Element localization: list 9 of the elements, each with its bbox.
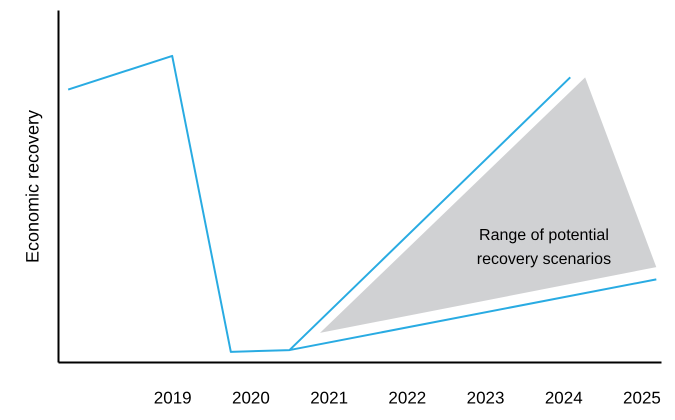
x-tick-label: 2022	[388, 388, 426, 408]
x-tick-label: 2020	[232, 388, 270, 408]
x-tick-label: 2025	[623, 388, 661, 408]
y-axis-title: Economic recovery	[22, 110, 42, 264]
x-tick-label: 2021	[310, 388, 348, 408]
x-tick-label: 2024	[544, 388, 583, 408]
x-tick-label: 2023	[466, 388, 504, 408]
x-tick-label: 2019	[154, 388, 192, 408]
annotation: Range of potential recovery scenarios	[476, 226, 612, 268]
